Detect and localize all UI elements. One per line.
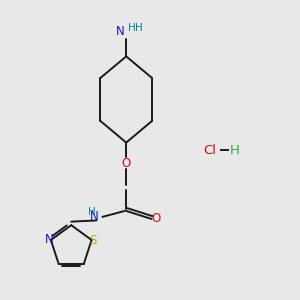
Text: H: H (230, 143, 240, 157)
Text: O: O (152, 212, 161, 225)
Text: S: S (90, 234, 97, 248)
Text: Cl: Cl (203, 143, 216, 157)
Text: H: H (128, 22, 136, 32)
Text: H: H (135, 22, 143, 32)
Text: N: N (45, 233, 53, 247)
Text: O: O (122, 157, 131, 170)
Text: H: H (88, 206, 96, 217)
Text: N: N (90, 210, 99, 224)
Text: N: N (116, 25, 125, 38)
